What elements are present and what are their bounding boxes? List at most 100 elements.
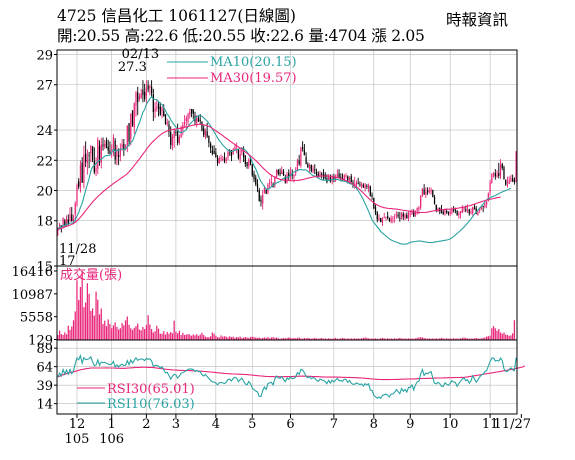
rsi30-legend-label: RSI30(65.01): [107, 382, 195, 397]
candle-body: [263, 187, 266, 194]
volume-bar: [128, 324, 130, 340]
volume-bar: [114, 322, 116, 340]
volume-bar: [300, 338, 302, 340]
candle-body: [312, 168, 314, 172]
volume-bar: [196, 334, 198, 340]
volume-bar: [131, 329, 134, 340]
candle-body: [479, 209, 481, 211]
volume-bar: [281, 338, 283, 340]
volume-bars: [57, 271, 516, 340]
volume-bar: [206, 337, 208, 340]
volume-bar: [381, 337, 384, 340]
candle-body: [440, 209, 443, 214]
candle-body: [246, 161, 248, 167]
candle-body: [508, 180, 510, 184]
candle-body: [472, 206, 474, 214]
volume-bar: [262, 337, 264, 340]
volume-bar: [485, 336, 488, 340]
chart-frame: [54, 49, 522, 418]
candle-body: [269, 182, 271, 184]
volume-bar: [72, 320, 75, 340]
candle-body: [204, 129, 207, 138]
candle-body: [208, 135, 210, 143]
candle-body: [112, 137, 115, 152]
volume-bar: [468, 338, 470, 340]
candle-body: [289, 171, 292, 176]
candle-body: [100, 144, 102, 163]
volume-bar: [341, 337, 344, 340]
volume-bar: [307, 337, 309, 340]
candle-body: [211, 150, 213, 154]
volume-bar: [256, 337, 259, 340]
volume-bar: [413, 338, 415, 340]
volume-bar: [222, 336, 224, 340]
candle-body: [458, 213, 460, 216]
candle-body: [374, 207, 377, 213]
volume-bar: [137, 323, 139, 340]
candle-body: [395, 213, 397, 216]
candle-body: [277, 169, 279, 174]
volume-bar: [239, 336, 241, 340]
candle-body: [227, 151, 229, 158]
candle-body: [322, 174, 325, 176]
volume-bar: [512, 333, 514, 340]
volume-bar: [498, 329, 500, 340]
volume-bar: [57, 335, 59, 340]
candle-body: [371, 195, 373, 197]
volume-bar: [402, 338, 404, 340]
volume-bar: [400, 338, 403, 340]
candle-body: [343, 175, 345, 180]
candle-body: [168, 124, 170, 133]
volume-bar: [163, 331, 165, 340]
candle-body: [248, 159, 250, 167]
volume-bar: [489, 335, 491, 340]
candle-body: [355, 182, 358, 185]
candle-body: [72, 218, 75, 222]
candle-body: [149, 86, 151, 88]
volume-bar: [334, 337, 337, 340]
volume-bar: [76, 280, 78, 340]
candle-body: [466, 209, 469, 212]
candle-body: [456, 210, 458, 216]
candle-body: [220, 157, 222, 160]
volume-bar: [234, 337, 236, 340]
candle-body: [444, 209, 446, 213]
candle-body: [383, 217, 385, 219]
volume-bar: [383, 338, 385, 340]
volume-bar: [510, 335, 512, 340]
chart-title: 4725 信昌化工 1061127(日線圖): [57, 7, 296, 25]
volume-bar: [173, 320, 175, 340]
volume-bar: [144, 329, 146, 340]
x-tick-label: 4: [212, 417, 220, 432]
candle-body: [190, 109, 193, 113]
volume-bar: [275, 337, 278, 340]
candle-body: [86, 159, 89, 163]
volume-bar: [126, 316, 128, 340]
candle-body: [107, 146, 109, 151]
volume-bar: [270, 337, 273, 340]
volume-bar: [161, 333, 163, 340]
candle-body: [74, 203, 76, 215]
volume-bar: [404, 338, 406, 340]
candle-body: [487, 193, 489, 202]
candle-body: [406, 214, 408, 219]
candle-body: [152, 94, 154, 113]
candle-body: [199, 120, 201, 122]
candle-body: [515, 151, 517, 183]
candle-body: [105, 140, 108, 149]
candle-body: [392, 218, 394, 220]
candle-body: [85, 153, 87, 162]
candle-body: [183, 122, 186, 124]
candle-body: [175, 132, 177, 133]
candle-body: [267, 184, 269, 193]
volume-bar: [347, 338, 349, 340]
ma30-legend-label: MA30(19.57): [210, 71, 297, 86]
candle-body: [496, 174, 498, 177]
candle-body: [144, 92, 146, 100]
volume-bar: [282, 337, 285, 340]
volume-bar: [140, 330, 142, 340]
volume-bar: [156, 325, 158, 340]
candle-body: [402, 213, 404, 217]
volume-bar: [321, 337, 323, 340]
candle-body: [298, 160, 300, 165]
